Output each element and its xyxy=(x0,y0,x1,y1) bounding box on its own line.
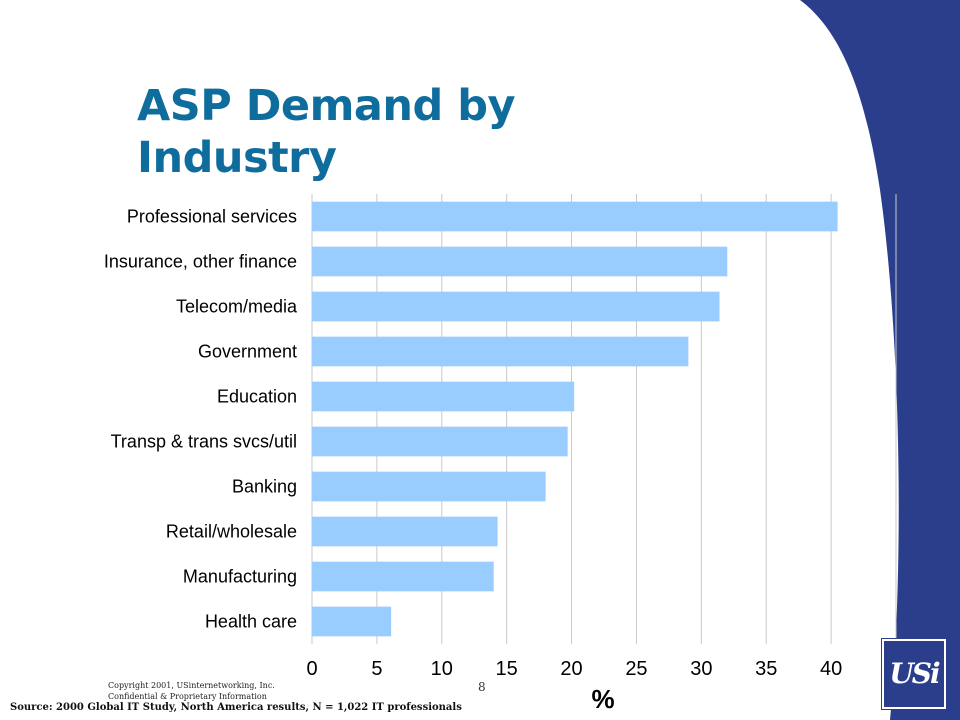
category-label: Transp & trans svcs/util xyxy=(111,432,297,452)
page-number: 8 xyxy=(478,680,486,694)
x-tick-label: 0 xyxy=(306,658,317,680)
usi-logo: USi xyxy=(882,639,946,709)
logo-text: USi xyxy=(889,657,940,690)
x-tick-label: 25 xyxy=(625,658,647,680)
category-label: Telecom/media xyxy=(176,297,298,317)
bar xyxy=(312,246,728,277)
category-label: Professional services xyxy=(127,207,297,227)
brand-swoosh-shape xyxy=(800,0,960,720)
x-tick-label: 35 xyxy=(755,658,777,680)
bar xyxy=(312,201,838,232)
bar xyxy=(312,606,392,637)
x-tick-label: 30 xyxy=(690,658,712,680)
bar xyxy=(312,516,498,547)
slide-title: ASP Demand by Industry xyxy=(137,81,516,183)
x-tick-label: 10 xyxy=(431,658,453,680)
x-tick-label: 15 xyxy=(496,658,518,680)
bar xyxy=(312,471,546,502)
category-label: Government xyxy=(198,342,297,362)
copyright-notice: Copyright 2001, USinternetworking, Inc. … xyxy=(108,680,275,702)
category-label: Manufacturing xyxy=(183,567,297,587)
bar xyxy=(312,336,689,367)
bar xyxy=(312,561,494,592)
bar xyxy=(312,381,575,412)
source-note: Source: 2000 Global IT Study, North Amer… xyxy=(10,702,462,713)
category-label: Retail/wholesale xyxy=(166,522,297,542)
confidential-line: Confidential & Proprietary Information xyxy=(108,692,267,701)
category-label: Health care xyxy=(205,612,297,632)
x-tick-label: 20 xyxy=(560,658,582,680)
bar xyxy=(312,426,568,457)
category-label: Banking xyxy=(232,477,297,497)
x-tick-label: 40 xyxy=(820,658,842,680)
x-axis-label: % xyxy=(591,684,614,714)
bar xyxy=(312,291,720,322)
copyright-line: Copyright 2001, USinternetworking, Inc. xyxy=(108,681,275,690)
category-label: Insurance, other finance xyxy=(104,252,297,272)
x-tick-label: 5 xyxy=(371,658,382,680)
category-label: Education xyxy=(217,387,297,407)
